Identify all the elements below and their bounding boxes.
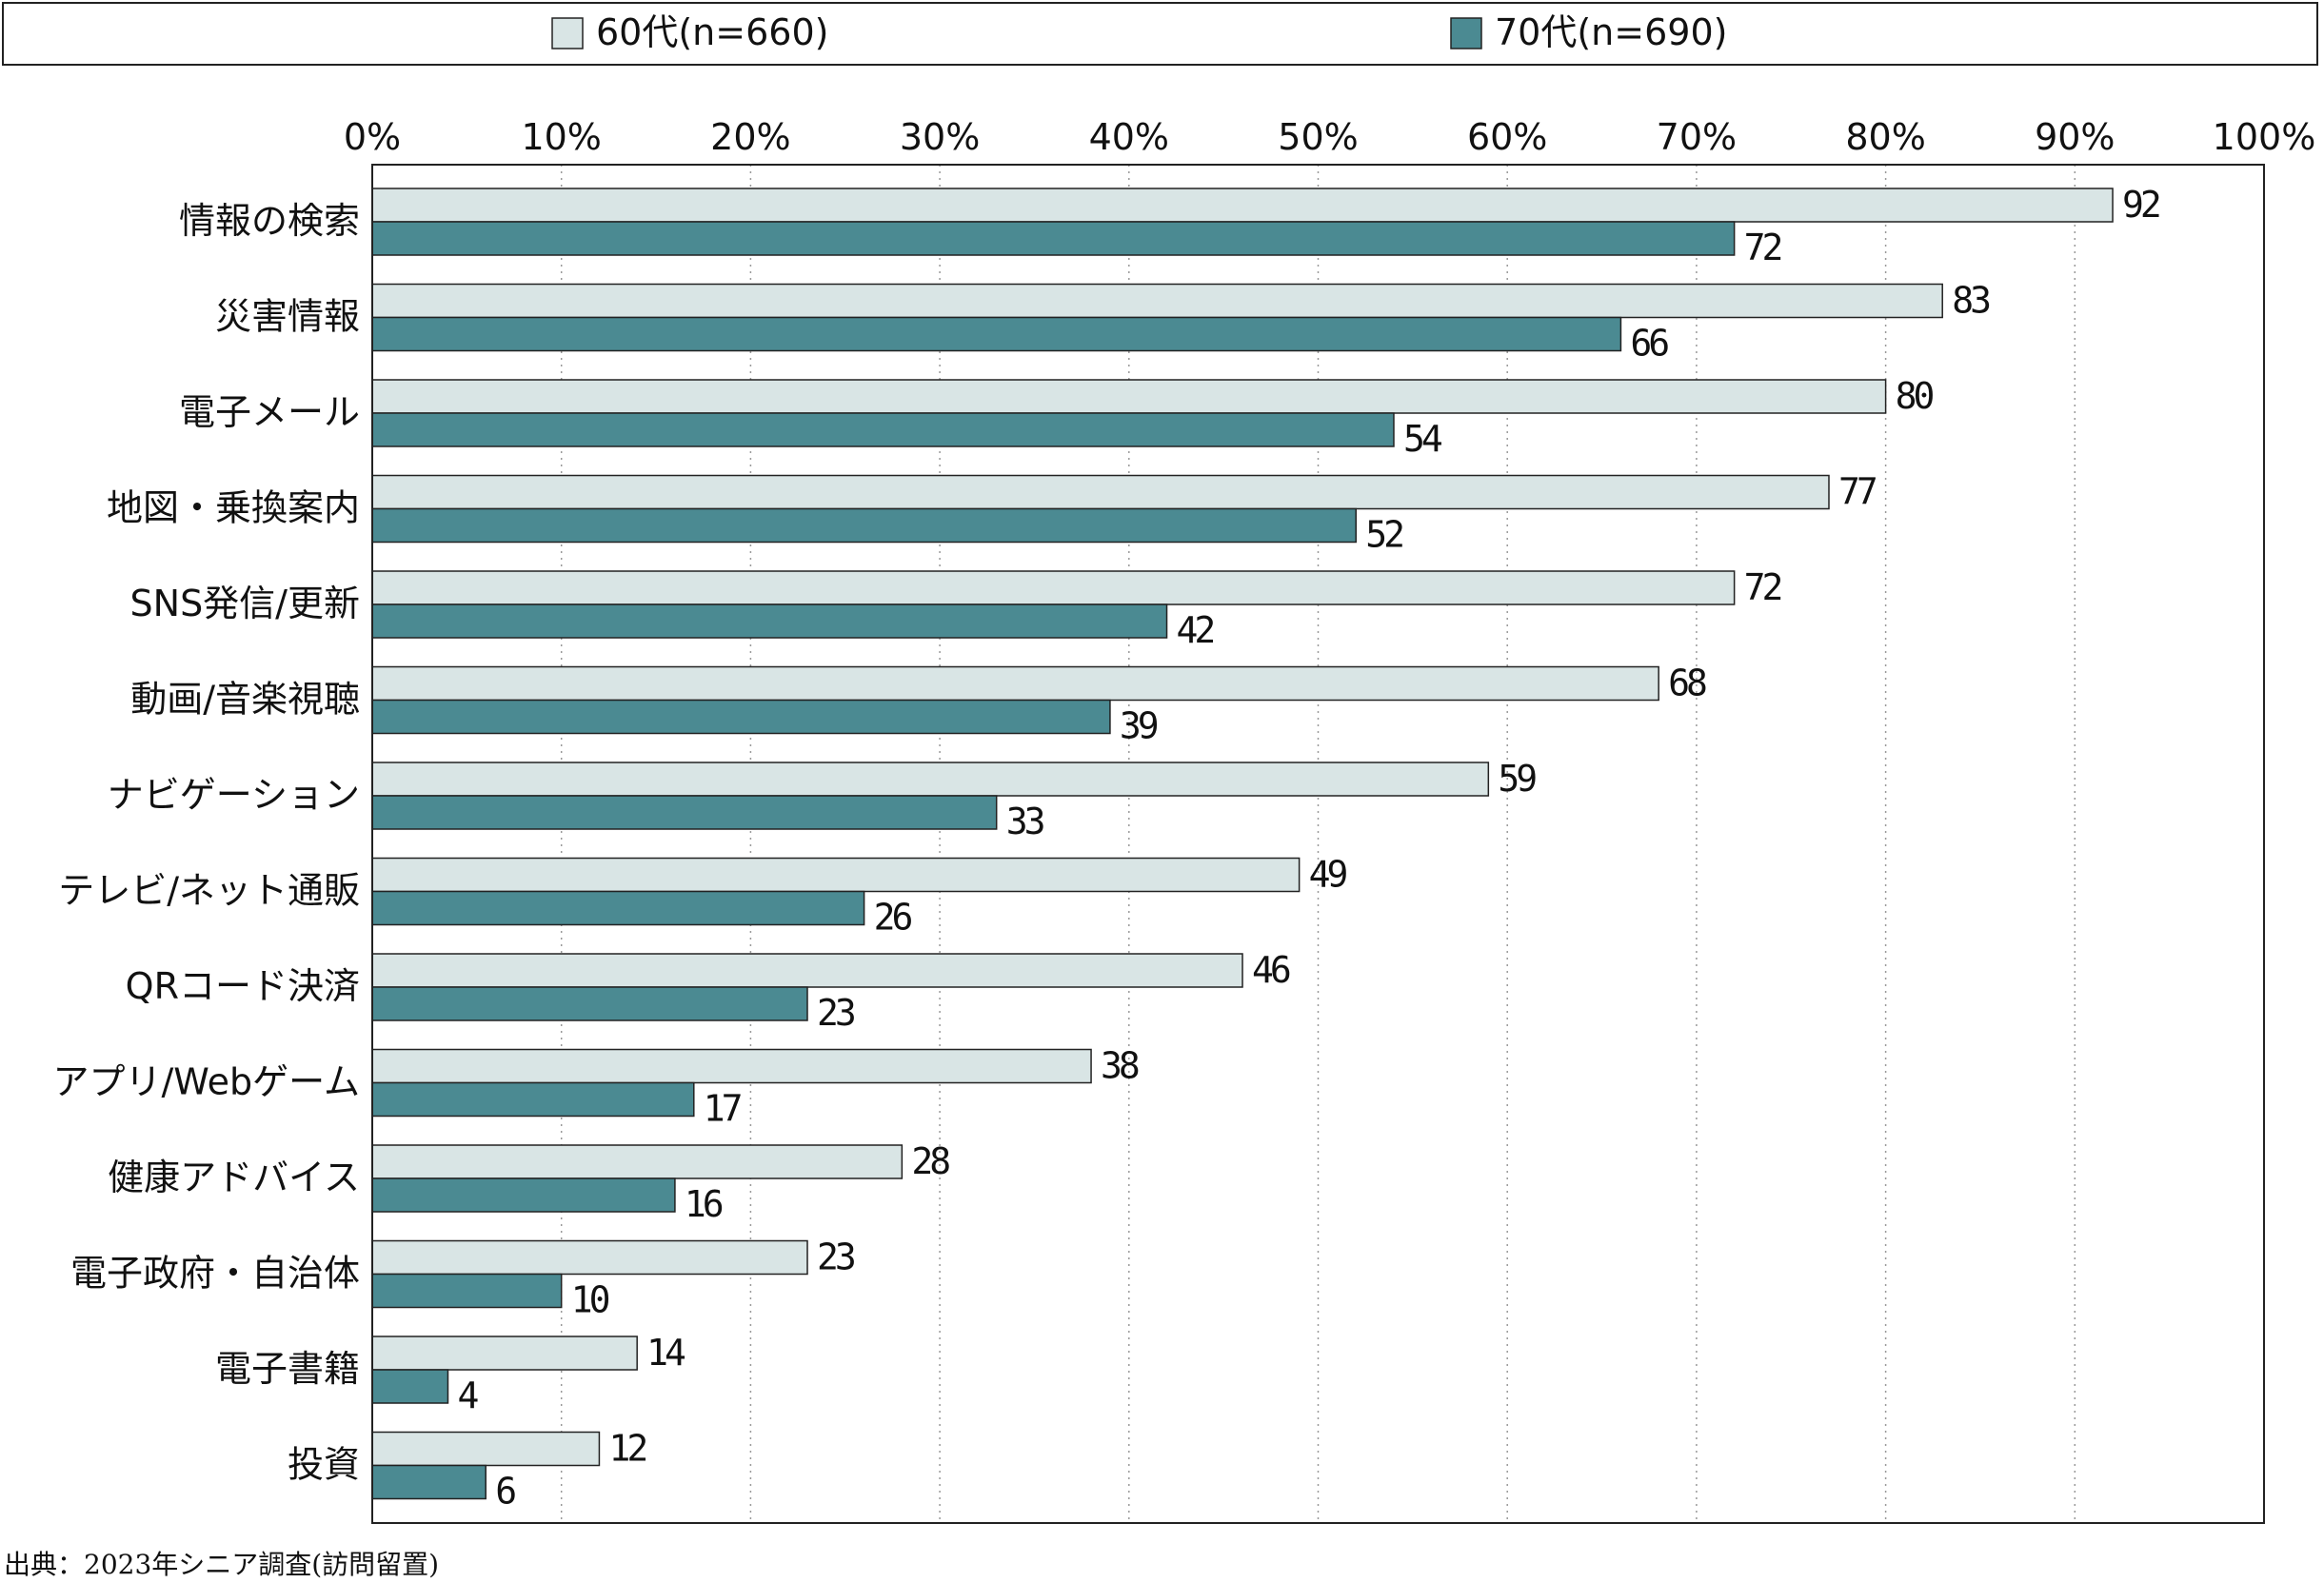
bar-60s bbox=[371, 1336, 638, 1371]
bar-70s bbox=[371, 1369, 449, 1404]
data-label-60s: 83 bbox=[1952, 280, 1990, 322]
bar-60s bbox=[371, 665, 1659, 702]
bar-60s bbox=[371, 570, 1736, 605]
category-label: QRコード決済 bbox=[126, 965, 360, 1007]
data-label-70s: 16 bbox=[685, 1183, 723, 1225]
bar-60s bbox=[371, 379, 1887, 414]
bar-60s bbox=[371, 857, 1301, 893]
x-tick-label: 20% bbox=[710, 116, 790, 158]
legend-swatch-2 bbox=[1450, 17, 1482, 49]
x-tick-label: 60% bbox=[1467, 116, 1547, 158]
data-label-60s: 28 bbox=[911, 1140, 949, 1182]
category-label: 電子メール bbox=[179, 391, 360, 433]
data-label-70s: 42 bbox=[1177, 609, 1214, 651]
bar-60s bbox=[371, 474, 1830, 510]
data-label-70s: 54 bbox=[1403, 418, 1442, 460]
data-label-60s: 23 bbox=[817, 1237, 855, 1278]
data-label-70s: 26 bbox=[874, 897, 912, 939]
data-label-60s: 12 bbox=[608, 1428, 646, 1470]
data-label-70s: 72 bbox=[1744, 227, 1781, 268]
x-tick-label: 80% bbox=[1845, 116, 1925, 158]
category-label: 情報の検索 bbox=[179, 200, 360, 242]
bar-70s bbox=[371, 795, 998, 830]
bar-60s bbox=[371, 1048, 1092, 1084]
x-tick-label: 70% bbox=[1657, 116, 1737, 158]
bar-70s bbox=[371, 1081, 695, 1118]
data-label-70s: 6 bbox=[495, 1471, 515, 1513]
data-label-70s: 4 bbox=[457, 1375, 478, 1416]
data-label-60s: 59 bbox=[1498, 758, 1536, 800]
bar-70s bbox=[371, 986, 808, 1021]
x-tick-label: 100% bbox=[2213, 116, 2316, 158]
category-label: 動画/音楽視聴 bbox=[130, 679, 360, 721]
bar-70s bbox=[371, 1177, 676, 1213]
bar-70s bbox=[371, 316, 1622, 352]
data-label-70s: 33 bbox=[1006, 801, 1044, 842]
category-label: SNS発信/更新 bbox=[130, 583, 360, 624]
bar-60s bbox=[371, 953, 1243, 988]
x-tick-label: 10% bbox=[521, 116, 601, 158]
data-label-60s: 92 bbox=[2122, 184, 2159, 226]
bar-70s bbox=[371, 699, 1111, 735]
category-label: 地図・乗換案内 bbox=[107, 487, 360, 529]
data-label-60s: 77 bbox=[1838, 471, 1877, 513]
data-label-60s: 49 bbox=[1309, 854, 1347, 896]
bar-60s bbox=[371, 283, 1943, 319]
source-note: 出典：2023年シニア調査(訪問留置) bbox=[4, 1549, 440, 1580]
x-tick-label: 40% bbox=[1089, 116, 1169, 158]
bar-60s bbox=[371, 762, 1490, 797]
bar-70s bbox=[371, 1464, 487, 1500]
data-label-70s: 23 bbox=[817, 992, 855, 1034]
x-tick-label: 30% bbox=[900, 116, 980, 158]
data-label-70s: 52 bbox=[1365, 514, 1402, 556]
data-label-60s: 38 bbox=[1101, 1045, 1139, 1087]
bar-60s bbox=[371, 1431, 601, 1467]
category-label: 投資 bbox=[288, 1444, 360, 1486]
x-tick-label: 0% bbox=[344, 116, 401, 158]
data-label-70s: 17 bbox=[704, 1088, 742, 1130]
legend-swatch-1 bbox=[551, 17, 584, 49]
data-label-70s: 10 bbox=[571, 1279, 609, 1321]
category-label: ナビゲーション bbox=[108, 774, 360, 816]
category-label: 健康アドバイス bbox=[108, 1157, 360, 1198]
legend-label-2: 70代(n=690) bbox=[1495, 11, 1727, 53]
data-label-70s: 39 bbox=[1120, 705, 1158, 747]
bar-70s bbox=[371, 412, 1395, 447]
data-label-60s: 14 bbox=[646, 1332, 685, 1374]
plot-frame bbox=[371, 164, 2265, 1524]
bar-70s bbox=[371, 221, 1736, 256]
data-label-60s: 68 bbox=[1668, 663, 1706, 704]
legend bbox=[2, 2, 2318, 66]
category-label: 電子書籍 bbox=[215, 1348, 360, 1390]
x-tick-label: 90% bbox=[2035, 116, 2115, 158]
category-label: 電子政府・自治体 bbox=[70, 1253, 360, 1295]
bar-70s bbox=[371, 1273, 563, 1309]
bar-60s bbox=[371, 1144, 904, 1179]
data-label-60s: 46 bbox=[1252, 949, 1290, 991]
bar-70s bbox=[371, 604, 1168, 639]
category-label: アプリ/Webゲーム bbox=[52, 1061, 360, 1103]
category-label: 災害情報 bbox=[215, 296, 360, 338]
category-label: テレビ/ネット通販 bbox=[58, 870, 360, 912]
bar-70s bbox=[371, 507, 1357, 544]
data-label-70s: 66 bbox=[1630, 323, 1668, 365]
bar-70s bbox=[371, 890, 865, 926]
data-label-60s: 80 bbox=[1896, 375, 1934, 417]
x-tick-label: 50% bbox=[1278, 116, 1358, 158]
bar-60s bbox=[371, 188, 2114, 223]
legend-label-1: 60代(n=660) bbox=[596, 11, 828, 53]
data-label-60s: 72 bbox=[1744, 566, 1781, 608]
bar-60s bbox=[371, 1239, 808, 1276]
